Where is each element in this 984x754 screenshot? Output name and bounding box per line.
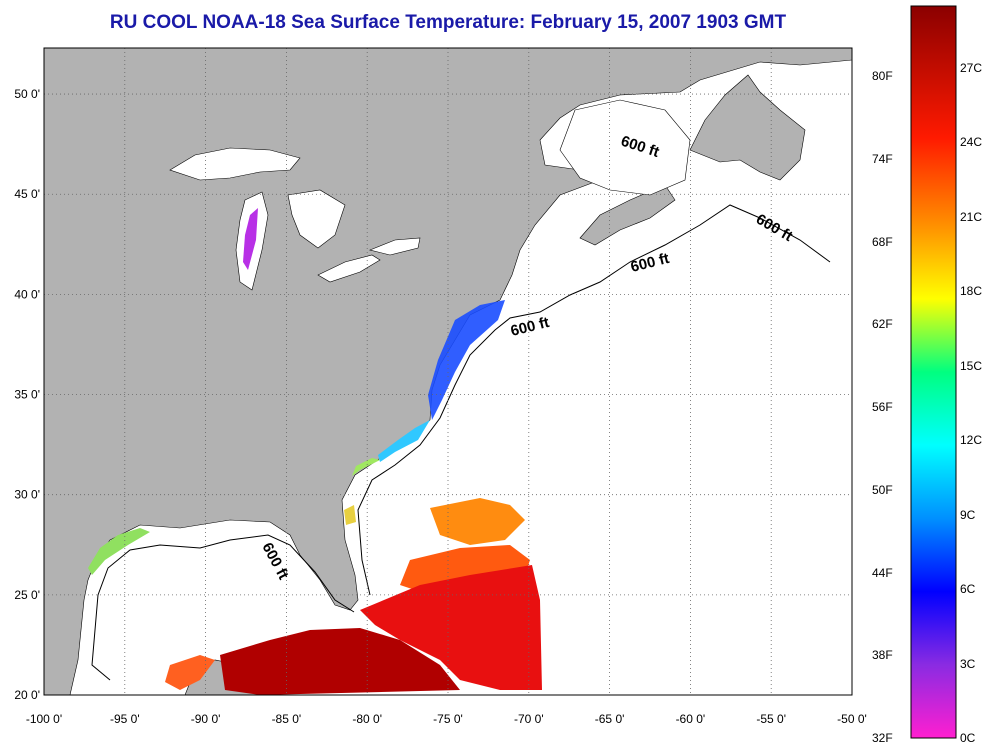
lon-tick-label: -85 0': [272, 712, 302, 726]
map-frame: [43, 47, 853, 696]
colorbar-celsius-label: 12C: [960, 433, 983, 448]
sst-carolina-shelf: [378, 420, 430, 462]
colorbar-celsius-label: 24C: [960, 135, 983, 150]
colorbar-celsius-label: 3C: [960, 656, 976, 671]
lon-tick-label: -55 0': [756, 712, 786, 726]
contour-600ft: [91, 204, 831, 681]
lon-tick-label: -95 0': [110, 712, 140, 726]
sst-caribbean-dark: [220, 628, 460, 695]
sst-lake-michigan-cold: [243, 208, 258, 270]
colorbar-fahrenheit-label: 62F: [872, 317, 893, 332]
lat-tick-label: 30 0': [14, 488, 40, 502]
sst-gulf-stream-offshore: [430, 498, 525, 545]
lat-tick-label: 35 0': [14, 388, 40, 402]
colorbar-celsius-label: 9C: [960, 507, 976, 522]
colorbar-fahrenheit-label: 32F: [872, 731, 893, 745]
colorbar-celsius-label: 18C: [960, 284, 983, 299]
colorbar-celsius-label: 21C: [960, 209, 983, 224]
lat-tick-label: 45 0': [14, 187, 40, 201]
sst-gulf-shelf-west: [88, 528, 150, 575]
sst-caribbean-red: [360, 565, 542, 690]
lon-tick-label: -75 0': [433, 712, 463, 726]
lake-ontario: [369, 237, 421, 256]
lon-tick-label: -50 0': [837, 712, 867, 726]
colorbar-fahrenheit-label: 68F: [872, 234, 893, 249]
lon-tick-label: -90 0': [191, 712, 221, 726]
colorbar-fahrenheit-label: 50F: [872, 482, 893, 497]
colorbar-celsius-label: 0C: [960, 731, 976, 745]
map-grid: [44, 48, 852, 695]
lon-tick-label: -70 0': [514, 712, 544, 726]
colorbar-fahrenheit-label: 44F: [872, 565, 893, 580]
sst-carolina-warm: [352, 458, 380, 476]
lat-tick-label: 50 0': [14, 87, 40, 101]
lake-huron: [287, 189, 346, 249]
lat-tick-label: 20 0': [14, 688, 40, 702]
colorbar-celsius-label: 27C: [960, 61, 983, 76]
sst-florida-east: [344, 505, 356, 525]
lon-tick-label: -65 0': [595, 712, 625, 726]
longitude-axis: -100 0' -95 0' -90 0' -85 0' -80 0' -75 0' -70…: [26, 712, 867, 726]
lat-tick-label: 25 0': [14, 588, 40, 602]
lake-superior: [169, 147, 301, 181]
latitude-axis: 20 0' 25 0' 30 0' 35 0' 40 0' 45 0' 50 0': [14, 87, 40, 702]
colorbar-fahrenheit-label: 74F: [872, 152, 893, 167]
colorbar: [910, 5, 957, 739]
sst-mid-atlantic-shelf: [428, 300, 505, 420]
colorbar-celsius-label: 15C: [960, 358, 983, 373]
gulf-st-lawrence: [559, 99, 691, 196]
colorbar-fahrenheit-label: 56F: [872, 400, 893, 415]
colorbar-fahrenheit-label: 38F: [872, 648, 893, 663]
sst-gulf-south-orange: [165, 655, 215, 690]
lake-erie: [317, 254, 381, 283]
land-newfoundland: [689, 74, 806, 181]
sst-data-layer: [88, 208, 542, 695]
lon-tick-label: -80 0': [352, 712, 382, 726]
map-title: RU COOL NOAA-18 Sea Surface Temperature:…: [109, 12, 787, 33]
colorbar-fahrenheit-label: 80F: [872, 69, 893, 84]
lat-tick-label: 40 0': [14, 287, 40, 301]
colorbar-celsius-label: 6C: [960, 582, 976, 597]
lon-tick-label: -60 0': [676, 712, 706, 726]
lon-tick-label: -100 0': [26, 712, 62, 726]
land-nova-scotia: [579, 184, 676, 246]
